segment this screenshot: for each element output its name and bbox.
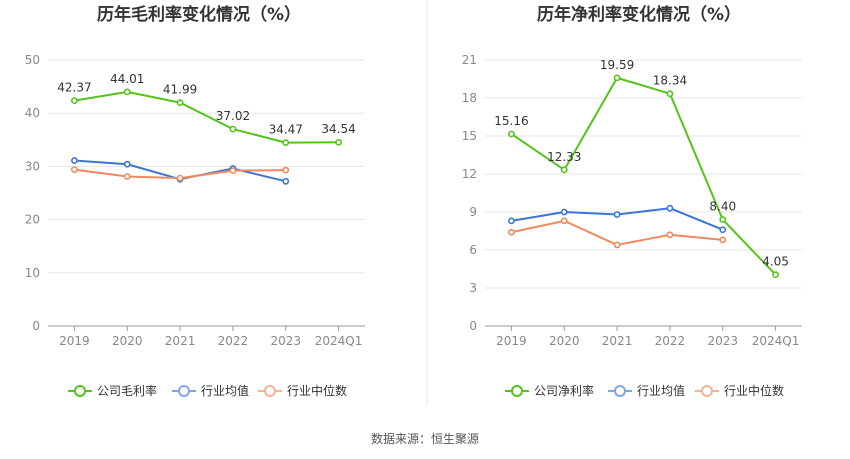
data-label: 42.37 [57,81,91,95]
data-point [335,138,342,146]
data-point [508,217,515,225]
data-point [560,208,568,216]
series-line [74,90,339,144]
data-point [229,167,237,175]
x-tick-label: 2021 [165,334,196,348]
legend-label: 公司净利率 [534,383,594,398]
data-label: 8.40 [709,200,736,214]
data-label: 41.99 [163,83,197,97]
data-label: 18.34 [653,74,687,88]
data-label: 15.16 [494,114,528,128]
data-point [71,157,78,164]
legend-label: 行业均值 [201,383,249,398]
y-tick-label: 0 [469,319,477,333]
legend-item[interactable]: 公司净利率 [505,383,594,398]
x-tick-label: 2023 [270,334,301,348]
data-point [508,228,515,236]
data-point [229,125,237,133]
data-point [282,177,290,185]
legend-label: 公司毛利率 [97,383,157,398]
data-point [176,174,184,182]
data-label: 4.05 [762,255,789,269]
data-point [719,226,727,234]
y-tick-label: 15 [462,129,477,143]
legend-item[interactable]: 行业中位数 [695,383,784,398]
y-tick-label: 6 [469,243,477,257]
legend-marker [74,385,86,397]
legend-marker [701,385,713,397]
legend-label: 行业均值 [637,383,685,398]
y-tick-label: 0 [32,319,40,333]
data-point [666,231,674,239]
data-point [666,204,674,212]
y-tick-label: 21 [462,53,477,67]
y-tick-label: 40 [25,106,40,120]
data-point [176,99,184,107]
data-point [123,173,131,180]
x-tick-label: 2019 [496,334,527,348]
source-note: 数据来源：恒生聚源 [371,431,479,446]
series-line [511,219,723,246]
y-tick-label: 30 [25,159,40,173]
x-tick-label: 2020 [112,334,143,348]
x-tick-label: 2019 [59,334,90,348]
x-tick-label: 2022 [218,334,249,348]
legend-item[interactable]: 行业均值 [608,383,685,398]
data-point [123,88,131,96]
x-tick-label: 2023 [707,334,738,348]
data-label: 34.54 [321,122,355,136]
data-point [71,97,78,104]
legend-label: 行业中位数 [724,383,784,398]
series-line [510,76,777,276]
legend-label: 行业中位数 [287,383,347,398]
data-point [772,271,779,279]
legend-marker [614,385,626,397]
x-tick-label: 2022 [655,334,686,348]
data-label: 19.59 [600,58,634,72]
data-point [71,166,78,173]
data-point [123,160,131,168]
y-tick-label: 12 [462,167,477,181]
data-point [666,90,674,98]
data-point [719,216,727,223]
legend-marker [264,385,276,397]
y-tick-label: 20 [25,213,40,227]
legend-item[interactable]: 行业中位数 [258,383,347,398]
y-tick-label: 18 [462,91,477,105]
x-tick-label: 2024Q1 [315,334,363,348]
data-point [719,236,727,244]
data-point [613,211,621,218]
data-point [282,139,290,147]
y-tick-label: 50 [25,53,40,67]
x-tick-label: 2021 [602,334,633,348]
data-point [613,74,621,82]
legend-item[interactable]: 公司毛利率 [68,383,157,398]
data-label: 44.01 [110,72,144,86]
legend-marker [178,385,190,397]
y-tick-label: 9 [469,205,477,219]
y-tick-label: 3 [469,281,477,295]
data-label: 12.33 [547,150,581,164]
data-point [508,130,515,138]
data-label: 37.02 [216,109,250,123]
data-point [560,166,568,174]
data-point [560,217,568,225]
legend-item[interactable]: 行业均值 [172,383,249,398]
y-tick-label: 10 [25,266,40,280]
gross-margin-chart: 历年毛利率变化情况（%） 0 10 20 30 40 50 2019 2020 2021 2022 2… [25,4,365,398]
chart-title: 历年净利率变化情况（%） [537,4,741,25]
net-margin-chart: 历年净利率变化情况（%） 0 3 6 9 12 15 18 21 2019 2020 2021 2022… [462,4,802,398]
x-tick-label: 2020 [549,334,580,348]
chart-title: 历年毛利率变化情况（%） [97,4,301,25]
data-point [282,166,290,174]
x-tick-label: 2024Q1 [752,334,800,348]
data-point [613,241,621,249]
legend-marker [511,385,523,397]
data-label: 34.47 [269,123,303,137]
